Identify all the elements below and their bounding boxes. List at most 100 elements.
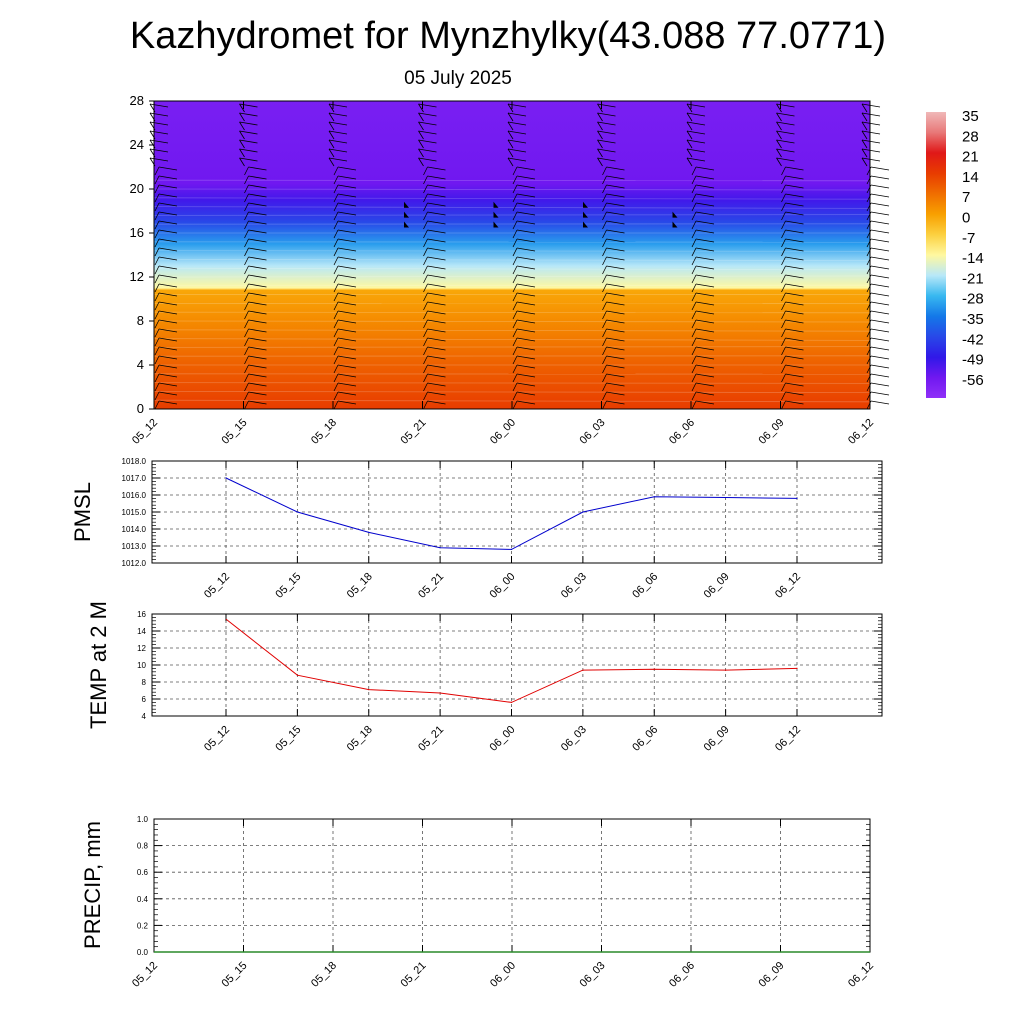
wind-barb-staff <box>423 274 428 284</box>
wind-barb-flag <box>597 157 616 162</box>
wind-barb-staff <box>423 346 428 356</box>
wind-barb-staff <box>154 292 160 302</box>
wind-barb-flag <box>337 274 357 279</box>
wind-barb-staff <box>512 355 518 365</box>
wind-barb-staff <box>328 121 335 131</box>
wind-barb-staff <box>776 130 782 140</box>
wind-barb-flag <box>606 337 625 342</box>
wind-pennant <box>672 211 678 218</box>
y-tick-label: 0.4 <box>137 895 149 904</box>
wind-barb-staff <box>686 157 693 167</box>
wind-barb-flag <box>427 247 446 252</box>
x-tick-label: 06_06 <box>667 417 697 447</box>
wind-barb-flag <box>695 220 715 225</box>
wind-barb-flag <box>516 301 536 306</box>
wind-barb-flag <box>507 130 527 135</box>
wind-barb-staff <box>781 400 786 410</box>
wind-barb-staff <box>602 301 607 311</box>
wind-barb-staff <box>154 364 160 374</box>
wind-barb-flag <box>239 121 258 126</box>
wind-barb-flag <box>785 310 804 315</box>
wind-barbs <box>149 103 890 410</box>
wind-barb-flag <box>248 283 267 288</box>
wind-barb-flag <box>606 166 625 171</box>
wind-barb-flag <box>785 166 804 171</box>
wind-barb-flag <box>248 274 267 279</box>
wind-barb-flag <box>418 112 437 117</box>
wind-barb-staff <box>333 373 339 383</box>
wind-barb-flag <box>337 220 357 225</box>
wind-barb-staff <box>776 139 782 149</box>
wind-barb-staff <box>244 247 249 257</box>
contour-line <box>153 250 871 252</box>
wind-barb-flag <box>248 319 267 324</box>
x-tick-label: 05_21 <box>416 571 446 601</box>
wind-barb-staff <box>781 220 786 230</box>
wind-barb-staff <box>512 211 518 221</box>
wind-barb-flag <box>785 373 804 378</box>
wind-barb-staff <box>781 193 786 203</box>
wind-barb-flag <box>776 139 795 144</box>
wind-barb-flag <box>248 301 267 306</box>
wind-barb-flag <box>686 139 706 144</box>
wind-barb-flag <box>870 319 890 324</box>
wind-barb-flag <box>158 166 178 171</box>
wind-barb-staff <box>602 364 607 374</box>
wind-barb-flag <box>507 139 527 144</box>
wind-barb-flag <box>870 166 890 171</box>
wind-barb-flag <box>606 373 625 378</box>
x-tick-label: 06_03 <box>578 417 608 447</box>
wind-barb-flag <box>785 382 804 387</box>
wind-barb-staff <box>861 139 868 149</box>
wind-barb-flag <box>427 202 446 207</box>
wind-barb-staff <box>418 148 424 158</box>
pmsl-x-ticks: 05_12 05_15 05_18 05_21 06_00 06_03 06_06 06_09… <box>202 461 803 601</box>
wind-barb-flag <box>149 103 169 108</box>
x-tick-label: 05_18 <box>309 960 339 990</box>
wind-barb-flag <box>870 220 890 225</box>
contour-line <box>153 206 871 209</box>
cross-section-contours <box>153 179 871 403</box>
wind-barb-staff <box>512 301 518 311</box>
wind-barb-flag <box>158 301 178 306</box>
wind-barb-flag <box>248 400 267 405</box>
wind-barb-staff <box>423 238 428 248</box>
wind-barb-flag <box>861 139 881 144</box>
wind-barb-staff <box>328 148 335 158</box>
wind-barb-flag <box>248 211 267 216</box>
contour-line <box>153 267 871 271</box>
wind-barb-staff <box>333 175 339 185</box>
wind-barb-flag <box>606 193 625 198</box>
wind-barb-flag <box>427 382 446 387</box>
wind-barb-flag <box>785 265 804 270</box>
y-tick-label: 6 <box>142 695 147 704</box>
wind-barb-staff <box>423 382 428 392</box>
wind-pennant <box>404 201 409 208</box>
wind-barb-staff <box>239 157 245 167</box>
wind-barb-staff <box>423 373 428 383</box>
wind-barb-staff <box>686 121 693 131</box>
wind-barb-staff <box>691 391 697 401</box>
wind-barb-flag <box>516 283 536 288</box>
wind-barb-flag <box>158 238 178 243</box>
wind-barb-staff <box>691 283 697 293</box>
wind-barb-staff <box>154 238 160 248</box>
wind-barb-staff <box>154 283 160 293</box>
wind-barb-staff <box>244 220 249 230</box>
wind-barb-flag <box>158 310 178 315</box>
wind-barb-flag <box>861 121 881 126</box>
wind-barb-flag <box>785 364 804 369</box>
x-tick-label: 06_09 <box>702 571 732 601</box>
precip-panel: 0.00.20.40.60.81.0 05_12 05_15 05_18 05_21 0… <box>80 815 876 990</box>
wind-barb-flag <box>516 265 536 270</box>
wind-barb-flag <box>158 175 178 180</box>
wind-barb-flag <box>516 400 536 405</box>
wind-barb-flag <box>695 328 715 333</box>
wind-barb-staff <box>423 292 428 302</box>
wind-barb-staff <box>244 328 249 338</box>
wind-barb-staff <box>686 103 693 113</box>
wind-barb-staff <box>244 211 249 221</box>
colorbar-label: 7 <box>962 189 970 206</box>
wind-barb-staff <box>512 202 518 212</box>
